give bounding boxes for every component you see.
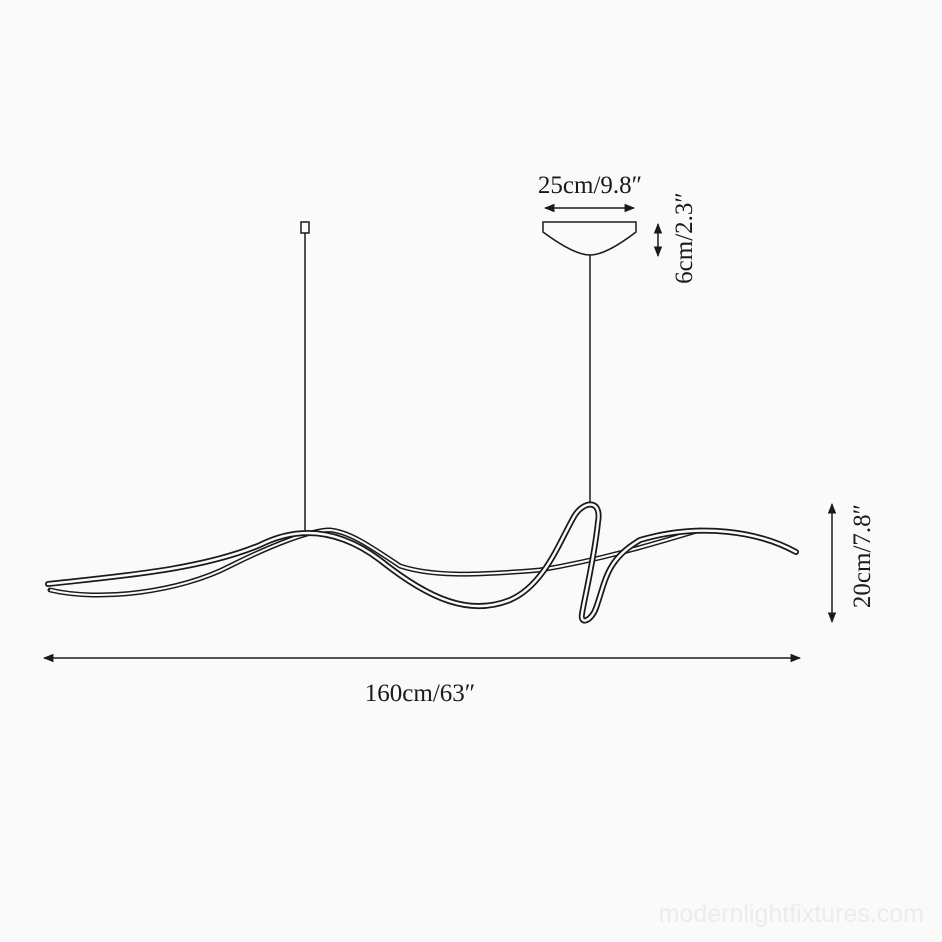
canopy [542,221,637,256]
length-label: 160cm/63″ [365,680,475,707]
ribbon-front-inner [46,503,798,622]
watermark: modernlightfixtures.com [659,900,924,928]
ribbon-back-inner [49,528,701,597]
canopy-width-label: 25cm/9.8″ [538,172,642,199]
height-label: 20cm/7.8″ [849,504,876,608]
fixture-ribbon [45,501,799,624]
canopy-height-label: 6cm/2.3″ [671,192,698,284]
